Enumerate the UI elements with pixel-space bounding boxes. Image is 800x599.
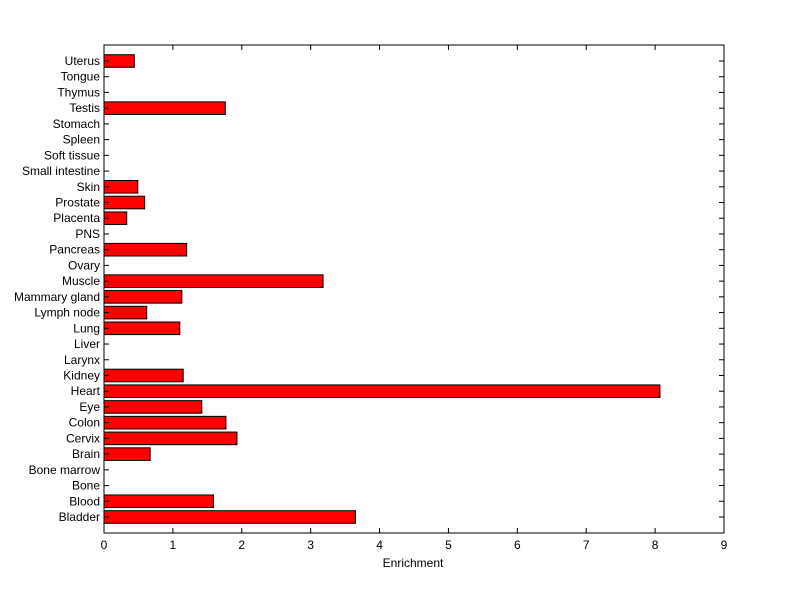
y-tick-label: Ovary [68,258,100,272]
bar [103,494,215,509]
bar [103,400,203,414]
ticks-group [103,45,725,533]
bar [103,510,356,524]
bar [103,242,188,257]
y-tick-label: Soft tissue [44,148,100,162]
y-tick-label: Kidney [63,368,100,382]
x-tick-label: 8 [652,538,659,552]
bar [103,274,324,288]
y-tick-label: Heart [71,384,101,398]
y-tick-label: Placenta [53,211,100,225]
bar [103,431,238,446]
x-tick-label: 9 [721,538,728,552]
y-tick-label: Lymph node [34,306,100,320]
x-tick-label: 0 [101,538,108,552]
y-tick-label: Bone [72,479,100,493]
bar [103,321,181,336]
y-tick-label: Bladder [59,510,100,524]
x-tick-label: 4 [376,538,383,552]
y-tick-label: Spleen [63,133,100,147]
x-tick-label: 1 [170,538,177,552]
y-tick-label: Prostate [55,196,100,210]
bar [103,384,661,399]
plot-frame [103,44,725,534]
y-tick-label: Uterus [65,54,100,68]
y-tick-label: Blood [69,494,100,508]
y-tick-label: Eye [79,400,100,414]
y-tick-label: Skin [77,180,100,194]
y-tick-label: Muscle [62,274,100,288]
x-tick-label: 2 [238,538,245,552]
bars-group [103,54,661,524]
x-tick-label: 5 [445,538,452,552]
bar [103,179,139,194]
x-tick-label: 7 [583,538,590,552]
y-tick-label: Liver [74,337,100,351]
y-tick-label: Pancreas [49,243,100,257]
bar [103,305,148,320]
bar [103,415,227,430]
y-tick-label: Brain [72,447,100,461]
y-tick-label: Larynx [64,353,100,367]
y-tick-label: Tongue [61,70,101,84]
bar [103,195,146,210]
bar [103,290,183,304]
x-axis-label: Enrichment [383,556,444,570]
y-tick-label: Thymus [57,85,100,99]
y-tick-label: Small intestine [22,164,100,178]
bar [103,101,226,115]
x-tick-label: 6 [514,538,521,552]
bar [103,447,151,461]
y-tick-label: Lung [73,321,100,335]
bar [103,368,184,383]
y-tick-label: Testis [69,101,100,115]
y-tick-label: Cervix [66,431,100,445]
y-tick-label: Mammary gland [14,290,100,304]
x-tick-label: 3 [307,538,314,552]
y-tick-label: Colon [69,416,100,430]
y-tick-label: Bone marrow [29,463,101,477]
y-tick-label: PNS [75,227,100,241]
y-tick-label: Stomach [53,117,100,131]
